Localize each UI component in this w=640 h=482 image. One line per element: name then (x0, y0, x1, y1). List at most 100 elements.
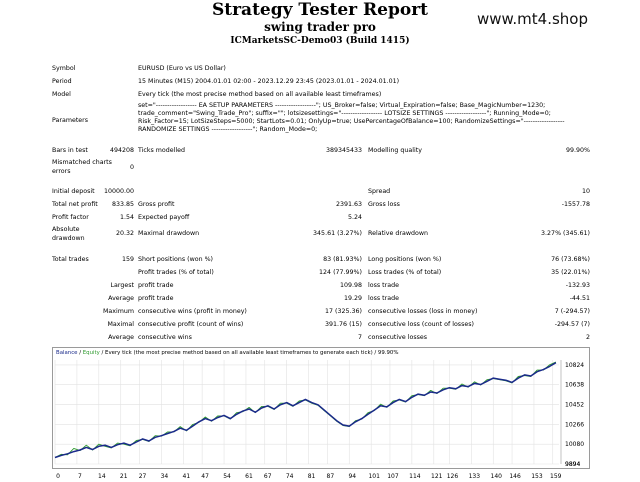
bars-value: 494208 (109, 147, 134, 154)
x-tick-label: 61 (245, 473, 253, 480)
x-tick-label: 14 (98, 473, 106, 480)
maximal-profit-label: consecutive profit (count of wins) (138, 321, 244, 328)
pf-label: Profit factor (52, 214, 89, 221)
maximal-profit-value: 391.76 (15) (325, 321, 362, 328)
profittrades-row: Profit trades (% of total) 124 (77.99%) … (52, 268, 592, 278)
avg-losses-value: 2 (585, 334, 590, 341)
short-value: 83 (81.93%) (323, 256, 362, 263)
model-row: Model Every tick (the most precise metho… (52, 90, 592, 100)
absdd-label: Absolute drawdown (52, 226, 85, 242)
quality-label: Modelling quality (368, 147, 422, 154)
average-loss-value: -44.51 (569, 295, 590, 302)
avg-consecutive-row: Average consecutive wins 7 consecutive l… (52, 333, 592, 343)
x-tick-label: 133 (469, 473, 481, 480)
maximal-label: Maximal (107, 321, 134, 328)
max-losses-value: 7 (-294.57) (554, 308, 590, 315)
bars-row: Bars in test 494208 Ticks modelled 38934… (52, 146, 592, 156)
largest-label: Largest (110, 282, 134, 289)
grossprofit-value: 2391.63 (335, 201, 362, 208)
max-wins-value: 17 (325.36) (325, 308, 362, 315)
spread-label: Spread (368, 188, 391, 195)
trades-row: Total trades 159 Short positions (won %)… (52, 255, 592, 265)
pf-value: 1.54 (119, 214, 134, 221)
largest-profit-value: 109.98 (339, 282, 362, 289)
long-value: 76 (73.68%) (551, 256, 590, 263)
chart-frame: 9894 10080 10266 10452 10638 10824 9894 Balanc… (52, 347, 590, 469)
drawdown-row: Absolute drawdown 20.32 Maximal drawdown… (52, 225, 592, 243)
report-title: Strategy Tester Report (211, 0, 429, 20)
avg-wins-label: consecutive wins (138, 334, 192, 341)
long-label: Long positions (won %) (368, 256, 442, 263)
average-profit-label: profit trade (138, 295, 174, 302)
chart-legend: Balance / Equity / Every tick (the most … (56, 350, 398, 356)
bars-label: Bars in test (52, 147, 88, 154)
average-row: Average profit trade 19.29 loss trade -4… (52, 294, 592, 304)
x-tick-label: 140 (491, 473, 503, 480)
maxdd-label: Maximal drawdown (138, 230, 200, 237)
profit-trades-value: 124 (77.99%) (319, 269, 362, 276)
grossloss-label: Gross loss (368, 201, 400, 208)
profit-trades-label: Profit trades (% of total) (138, 269, 214, 276)
maxdd-value: 345.61 (3.27%) (313, 230, 362, 237)
y-tick-label: 10638 (565, 382, 584, 389)
x-tick-label: 81 (308, 473, 316, 480)
y-tick-label: 10452 (565, 402, 584, 409)
loss-trades-value: 35 (22.01%) (551, 269, 590, 276)
symbol-row: Symbol EURUSD (Euro vs US Dollar) (52, 64, 592, 74)
period-value: 15 Minutes (M15) 2004.01.01 02:00 - 2023… (138, 78, 400, 85)
expert-name: swing trader pro (264, 20, 376, 34)
average-profit-value: 19.29 (343, 295, 362, 302)
x-tick-label: 27 (139, 473, 147, 480)
y-tick-label: 10080 (565, 441, 584, 448)
largest-profit-label: profit trade (138, 282, 174, 289)
series-line-balance (54, 362, 557, 459)
maximum-row: Maximum consecutive wins (profit in mone… (52, 307, 592, 317)
x-tick-label: 54 (223, 473, 231, 480)
average-label: Average (108, 295, 134, 302)
maximal-loss-value: -294.57 (7) (554, 321, 590, 328)
symbol-value: EURUSD (Euro vs US Dollar) (138, 65, 226, 72)
payoff-label: Expected payoff (138, 214, 190, 221)
reldd-label: Relative drawdown (368, 230, 428, 237)
y-tick-label: 9894 (565, 461, 580, 468)
trades-value: 159 (121, 256, 134, 263)
x-tick-label: 41 (183, 473, 191, 480)
series-line-equity (54, 361, 557, 458)
avg-label: Average (108, 334, 134, 341)
x-tick-label: 21 (120, 473, 128, 480)
x-tick-label: 67 (264, 473, 272, 480)
mismatch-row: Mismatched charts errors 0 (52, 158, 592, 178)
deposit-value: 10000.00 (103, 188, 134, 195)
x-axis: 0 7 14 21 27 34 41 47 54 61 67 74 81 87 94 101 107 114 121… (56, 473, 562, 480)
x-tick-label: 34 (161, 473, 169, 480)
x-tick-label: 121 (431, 473, 443, 480)
short-label: Short positions (won %) (138, 256, 214, 263)
legend-sep: / (77, 350, 83, 356)
report-header: Strategy Tester Report swing trader pro … (0, 0, 640, 50)
absdd-value: 20.32 (115, 230, 134, 237)
ticks-label: Ticks modelled (138, 147, 186, 154)
x-tick-label: 74 (286, 473, 294, 480)
mismatch-value: 0 (129, 164, 134, 171)
netprofit-row: Total net profit 833.85 Gross profit 239… (52, 200, 592, 210)
x-tick-label: 94 (348, 473, 356, 480)
balance-chart: 9894 10080 10266 10452 10638 10824 9894 Balanc… (52, 347, 590, 480)
maximum-label: Maximum (102, 308, 134, 315)
server-build: ICMarketsSC-Demo03 (Build 1415) (230, 36, 410, 46)
symbol-label: Symbol (52, 65, 76, 72)
deposit-row: Initial deposit 10000.00 Spread 10 (52, 187, 592, 197)
trades-label: Total trades (52, 256, 89, 263)
avg-losses-label: consecutive losses (368, 334, 428, 341)
largest-row: Largest profit trade 109.98 loss trade -… (52, 281, 592, 291)
y-tick-label: 9894 (565, 461, 580, 468)
watermark: www.mt4.shop (476, 10, 588, 28)
payoff-value: 5.24 (347, 214, 362, 221)
x-tick-label: 0 (56, 473, 60, 480)
maximal-row: Maximal consecutive profit (count of win… (52, 320, 592, 330)
x-tick-label: 126 (447, 473, 459, 480)
y-tick-label: 10266 (565, 421, 584, 428)
avg-wins-value: 7 (357, 334, 362, 341)
period-label: Period (52, 78, 72, 85)
